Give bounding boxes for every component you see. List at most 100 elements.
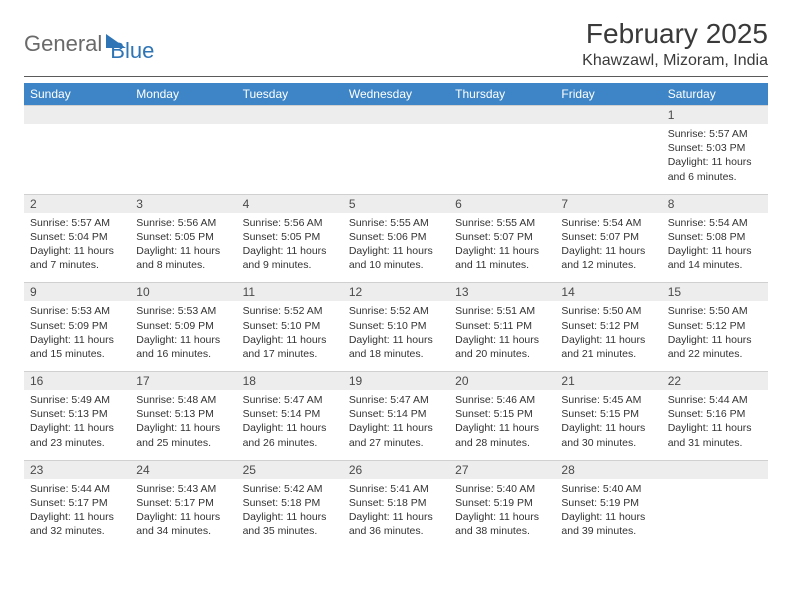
day-number-cell: 24 (130, 460, 236, 479)
daylight-text: Daylight: 11 hours and 10 minutes. (349, 244, 443, 272)
sunrise-text: Sunrise: 5:43 AM (136, 482, 230, 496)
day-detail-cell: Sunrise: 5:50 AMSunset: 5:12 PMDaylight:… (555, 301, 661, 371)
day-detail-cell: Sunrise: 5:56 AMSunset: 5:05 PMDaylight:… (130, 213, 236, 283)
sunset-text: Sunset: 5:09 PM (30, 319, 124, 333)
dow-thursday: Thursday (449, 83, 555, 105)
sunset-text: Sunset: 5:14 PM (349, 407, 443, 421)
sunrise-text: Sunrise: 5:54 AM (561, 216, 655, 230)
sunset-text: Sunset: 5:12 PM (561, 319, 655, 333)
day-detail-cell: Sunrise: 5:44 AMSunset: 5:17 PMDaylight:… (24, 479, 130, 549)
day-detail-cell: Sunrise: 5:42 AMSunset: 5:18 PMDaylight:… (237, 479, 343, 549)
day-number-cell (449, 105, 555, 124)
dow-tuesday: Tuesday (237, 83, 343, 105)
day-detail-cell: Sunrise: 5:44 AMSunset: 5:16 PMDaylight:… (662, 390, 768, 460)
day-detail-cell: Sunrise: 5:47 AMSunset: 5:14 PMDaylight:… (343, 390, 449, 460)
daylight-text: Daylight: 11 hours and 12 minutes. (561, 244, 655, 272)
day-detail-cell: Sunrise: 5:47 AMSunset: 5:14 PMDaylight:… (237, 390, 343, 460)
day-detail-cell: Sunrise: 5:55 AMSunset: 5:06 PMDaylight:… (343, 213, 449, 283)
sunrise-text: Sunrise: 5:53 AM (136, 304, 230, 318)
brand-text-general: General (24, 31, 102, 57)
sunset-text: Sunset: 5:09 PM (136, 319, 230, 333)
day-detail-cell (237, 124, 343, 194)
daylight-text: Daylight: 11 hours and 31 minutes. (668, 421, 762, 449)
day-number-cell: 9 (24, 282, 130, 301)
sunrise-text: Sunrise: 5:47 AM (349, 393, 443, 407)
brand-logo: General Blue (24, 18, 154, 64)
day-number-cell: 1 (662, 105, 768, 124)
day-detail-cell: Sunrise: 5:55 AMSunset: 5:07 PMDaylight:… (449, 213, 555, 283)
sunrise-text: Sunrise: 5:50 AM (561, 304, 655, 318)
sunset-text: Sunset: 5:08 PM (668, 230, 762, 244)
daylight-text: Daylight: 11 hours and 35 minutes. (243, 510, 337, 538)
week-detail-row: Sunrise: 5:57 AMSunset: 5:04 PMDaylight:… (24, 213, 768, 283)
day-number-cell (555, 105, 661, 124)
sunset-text: Sunset: 5:11 PM (455, 319, 549, 333)
week-daynum-row: 232425262728 (24, 460, 768, 479)
day-number-cell (662, 460, 768, 479)
sunrise-text: Sunrise: 5:49 AM (30, 393, 124, 407)
day-detail-cell: Sunrise: 5:52 AMSunset: 5:10 PMDaylight:… (343, 301, 449, 371)
sunrise-text: Sunrise: 5:56 AM (136, 216, 230, 230)
sunrise-text: Sunrise: 5:40 AM (561, 482, 655, 496)
sunset-text: Sunset: 5:19 PM (455, 496, 549, 510)
daylight-text: Daylight: 11 hours and 38 minutes. (455, 510, 549, 538)
day-number-cell: 3 (130, 194, 236, 213)
daylight-text: Daylight: 11 hours and 18 minutes. (349, 333, 443, 361)
daylight-text: Daylight: 11 hours and 9 minutes. (243, 244, 337, 272)
day-detail-cell: Sunrise: 5:57 AMSunset: 5:04 PMDaylight:… (24, 213, 130, 283)
sunset-text: Sunset: 5:12 PM (668, 319, 762, 333)
sunrise-text: Sunrise: 5:55 AM (455, 216, 549, 230)
day-detail-cell: Sunrise: 5:49 AMSunset: 5:13 PMDaylight:… (24, 390, 130, 460)
sunset-text: Sunset: 5:05 PM (243, 230, 337, 244)
sunset-text: Sunset: 5:18 PM (243, 496, 337, 510)
day-number-cell (24, 105, 130, 124)
sunrise-text: Sunrise: 5:42 AM (243, 482, 337, 496)
month-title: February 2025 (582, 18, 768, 50)
day-detail-cell (662, 479, 768, 549)
day-detail-cell: Sunrise: 5:48 AMSunset: 5:13 PMDaylight:… (130, 390, 236, 460)
day-detail-cell: Sunrise: 5:57 AMSunset: 5:03 PMDaylight:… (662, 124, 768, 194)
sunset-text: Sunset: 5:19 PM (561, 496, 655, 510)
week-daynum-row: 1 (24, 105, 768, 124)
sunrise-text: Sunrise: 5:54 AM (668, 216, 762, 230)
day-number-cell: 17 (130, 371, 236, 390)
day-detail-cell (555, 124, 661, 194)
sunrise-text: Sunrise: 5:50 AM (668, 304, 762, 318)
daylight-text: Daylight: 11 hours and 34 minutes. (136, 510, 230, 538)
daylight-text: Daylight: 11 hours and 39 minutes. (561, 510, 655, 538)
daylight-text: Daylight: 11 hours and 21 minutes. (561, 333, 655, 361)
daylight-text: Daylight: 11 hours and 27 minutes. (349, 421, 443, 449)
sunrise-text: Sunrise: 5:56 AM (243, 216, 337, 230)
sunrise-text: Sunrise: 5:51 AM (455, 304, 549, 318)
daylight-text: Daylight: 11 hours and 8 minutes. (136, 244, 230, 272)
sunrise-text: Sunrise: 5:53 AM (30, 304, 124, 318)
weeks-container: 1Sunrise: 5:57 AMSunset: 5:03 PMDaylight… (24, 105, 768, 548)
day-number-cell: 14 (555, 282, 661, 301)
daylight-text: Daylight: 11 hours and 22 minutes. (668, 333, 762, 361)
daylight-text: Daylight: 11 hours and 7 minutes. (30, 244, 124, 272)
day-detail-cell: Sunrise: 5:46 AMSunset: 5:15 PMDaylight:… (449, 390, 555, 460)
day-number-cell: 11 (237, 282, 343, 301)
header-rule (24, 76, 768, 77)
daylight-text: Daylight: 11 hours and 20 minutes. (455, 333, 549, 361)
day-number-cell: 27 (449, 460, 555, 479)
week-detail-row: Sunrise: 5:57 AMSunset: 5:03 PMDaylight:… (24, 124, 768, 194)
week-detail-row: Sunrise: 5:44 AMSunset: 5:17 PMDaylight:… (24, 479, 768, 549)
sunrise-text: Sunrise: 5:57 AM (30, 216, 124, 230)
daylight-text: Daylight: 11 hours and 23 minutes. (30, 421, 124, 449)
day-number-cell: 5 (343, 194, 449, 213)
sunset-text: Sunset: 5:06 PM (349, 230, 443, 244)
dow-saturday: Saturday (662, 83, 768, 105)
day-of-week-header: Sunday Monday Tuesday Wednesday Thursday… (24, 83, 768, 105)
day-detail-cell: Sunrise: 5:45 AMSunset: 5:15 PMDaylight:… (555, 390, 661, 460)
daylight-text: Daylight: 11 hours and 16 minutes. (136, 333, 230, 361)
sunset-text: Sunset: 5:07 PM (455, 230, 549, 244)
day-detail-cell: Sunrise: 5:41 AMSunset: 5:18 PMDaylight:… (343, 479, 449, 549)
sunset-text: Sunset: 5:18 PM (349, 496, 443, 510)
sunrise-text: Sunrise: 5:46 AM (455, 393, 549, 407)
day-detail-cell: Sunrise: 5:54 AMSunset: 5:08 PMDaylight:… (662, 213, 768, 283)
daylight-text: Daylight: 11 hours and 32 minutes. (30, 510, 124, 538)
day-number-cell (343, 105, 449, 124)
sunrise-text: Sunrise: 5:45 AM (561, 393, 655, 407)
sunrise-text: Sunrise: 5:44 AM (30, 482, 124, 496)
